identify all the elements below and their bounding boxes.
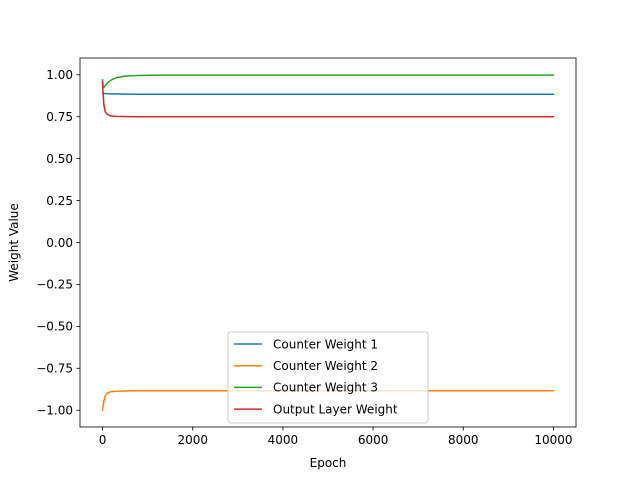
y-tick-label: 0.50 <box>46 152 73 166</box>
x-tick-label: 0 <box>99 433 107 447</box>
y-axis: 1.00 0.75 0.50 0.25 0.00 −0.25 −0.50 −0.75 −1.00 <box>36 68 80 418</box>
y-tick-label: 0.00 <box>46 236 73 250</box>
x-tick-label: 2000 <box>177 433 208 447</box>
x-tick-label: 8000 <box>448 433 479 447</box>
x-axis-label: Epoch <box>310 456 347 470</box>
y-tick-label: −0.75 <box>36 362 73 376</box>
x-axis: 0 2000 4000 6000 8000 10000 <box>99 427 573 447</box>
y-tick-label: −0.25 <box>36 278 73 292</box>
x-tick-label: 10000 <box>534 433 572 447</box>
x-tick-label: 6000 <box>358 433 389 447</box>
legend-frame <box>227 331 429 424</box>
y-tick-label: −1.00 <box>36 404 73 418</box>
legend-label-1: Counter Weight 1 <box>273 337 378 351</box>
y-tick-label: 1.00 <box>46 68 73 82</box>
legend-label-4: Output Layer Weight <box>273 402 398 416</box>
y-tick-label: 0.75 <box>46 110 73 124</box>
x-tick-label: 4000 <box>268 433 299 447</box>
series-line-4 <box>101 80 555 118</box>
y-tick-label: 0.25 <box>46 194 73 208</box>
y-tick-label: −0.50 <box>36 320 73 334</box>
legend-label-2: Counter Weight 2 <box>273 359 378 373</box>
series-layer <box>101 74 555 412</box>
series-line-1 <box>101 92 555 95</box>
series-line-3 <box>101 74 555 89</box>
legend: Counter Weight 1 Counter Weight 2 Counter … <box>227 331 429 424</box>
legend-label-3: Counter Weight 3 <box>273 381 378 395</box>
y-axis-label: Weight Value <box>7 203 21 282</box>
